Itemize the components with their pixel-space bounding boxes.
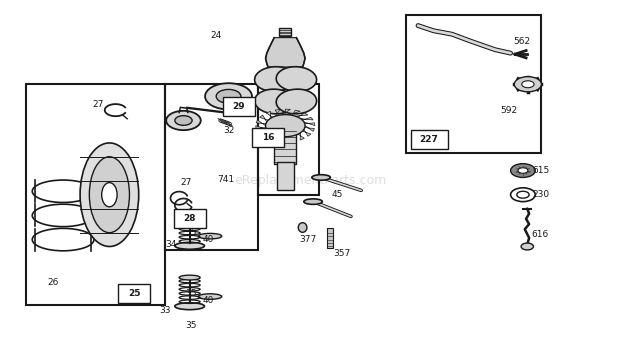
Ellipse shape — [179, 215, 200, 220]
Polygon shape — [305, 126, 314, 131]
Bar — [410, 130, 448, 149]
Ellipse shape — [198, 294, 222, 299]
Circle shape — [511, 164, 535, 177]
Polygon shape — [270, 136, 282, 141]
Bar — [327, 228, 333, 248]
Ellipse shape — [298, 223, 307, 232]
Bar — [257, 84, 319, 195]
Text: 33: 33 — [159, 306, 171, 315]
Ellipse shape — [276, 89, 317, 114]
Circle shape — [175, 116, 192, 125]
Bar — [165, 84, 257, 250]
Circle shape — [518, 168, 528, 173]
Ellipse shape — [102, 183, 117, 207]
Polygon shape — [255, 126, 267, 129]
Ellipse shape — [80, 143, 139, 246]
Bar — [405, 15, 541, 153]
Ellipse shape — [255, 67, 295, 92]
Ellipse shape — [89, 157, 130, 233]
Circle shape — [516, 191, 529, 198]
Bar — [274, 122, 296, 164]
Text: 16: 16 — [262, 133, 274, 142]
Text: 40: 40 — [203, 235, 214, 244]
Text: eReplacementParts.com: eReplacementParts.com — [234, 174, 386, 188]
Polygon shape — [263, 134, 275, 139]
Text: 227: 227 — [420, 135, 438, 144]
Ellipse shape — [175, 303, 205, 310]
Text: 562: 562 — [514, 37, 531, 46]
Ellipse shape — [179, 275, 200, 280]
Text: 32: 32 — [224, 126, 235, 135]
Text: 27: 27 — [180, 178, 192, 187]
Polygon shape — [282, 109, 290, 115]
Bar — [279, 28, 291, 36]
Polygon shape — [295, 113, 308, 117]
Polygon shape — [257, 131, 270, 134]
Ellipse shape — [312, 175, 330, 180]
Ellipse shape — [276, 67, 317, 92]
Polygon shape — [266, 111, 273, 119]
Text: 25: 25 — [128, 288, 140, 298]
Bar — [223, 97, 255, 116]
Polygon shape — [303, 129, 311, 136]
Text: 34: 34 — [166, 240, 177, 249]
Polygon shape — [265, 38, 305, 67]
Circle shape — [205, 83, 252, 109]
Polygon shape — [275, 109, 280, 116]
Text: 615: 615 — [532, 166, 549, 175]
Circle shape — [521, 81, 534, 88]
Bar — [252, 128, 284, 147]
Polygon shape — [301, 117, 313, 120]
Text: 28: 28 — [184, 214, 196, 223]
Polygon shape — [289, 110, 300, 115]
Polygon shape — [298, 133, 304, 140]
Ellipse shape — [175, 242, 205, 249]
Polygon shape — [260, 115, 268, 122]
Ellipse shape — [304, 199, 322, 204]
Text: 230: 230 — [532, 190, 549, 199]
Circle shape — [216, 89, 241, 103]
Ellipse shape — [255, 89, 295, 114]
Circle shape — [515, 77, 541, 92]
Text: 27: 27 — [93, 101, 104, 110]
Circle shape — [166, 111, 201, 130]
Text: 24: 24 — [210, 31, 221, 40]
Circle shape — [511, 188, 535, 201]
Circle shape — [265, 114, 305, 137]
Ellipse shape — [198, 234, 222, 239]
Polygon shape — [280, 136, 289, 142]
Bar — [26, 84, 165, 305]
Polygon shape — [256, 120, 266, 126]
Text: 35: 35 — [185, 322, 197, 330]
Text: 26: 26 — [48, 278, 59, 287]
Text: 741: 741 — [218, 175, 235, 184]
Text: 45: 45 — [332, 190, 343, 199]
Text: 377: 377 — [299, 235, 316, 244]
Text: 35: 35 — [185, 288, 197, 298]
Text: 40: 40 — [203, 295, 214, 304]
Bar — [118, 284, 150, 303]
Text: 357: 357 — [333, 249, 350, 258]
Text: 35: 35 — [185, 228, 197, 237]
Text: 29: 29 — [232, 102, 246, 111]
Bar — [277, 162, 294, 190]
Polygon shape — [290, 135, 296, 142]
Bar — [174, 209, 206, 228]
Text: 616: 616 — [531, 230, 548, 239]
Polygon shape — [304, 122, 315, 126]
Circle shape — [521, 243, 533, 250]
Text: 592: 592 — [500, 106, 517, 114]
